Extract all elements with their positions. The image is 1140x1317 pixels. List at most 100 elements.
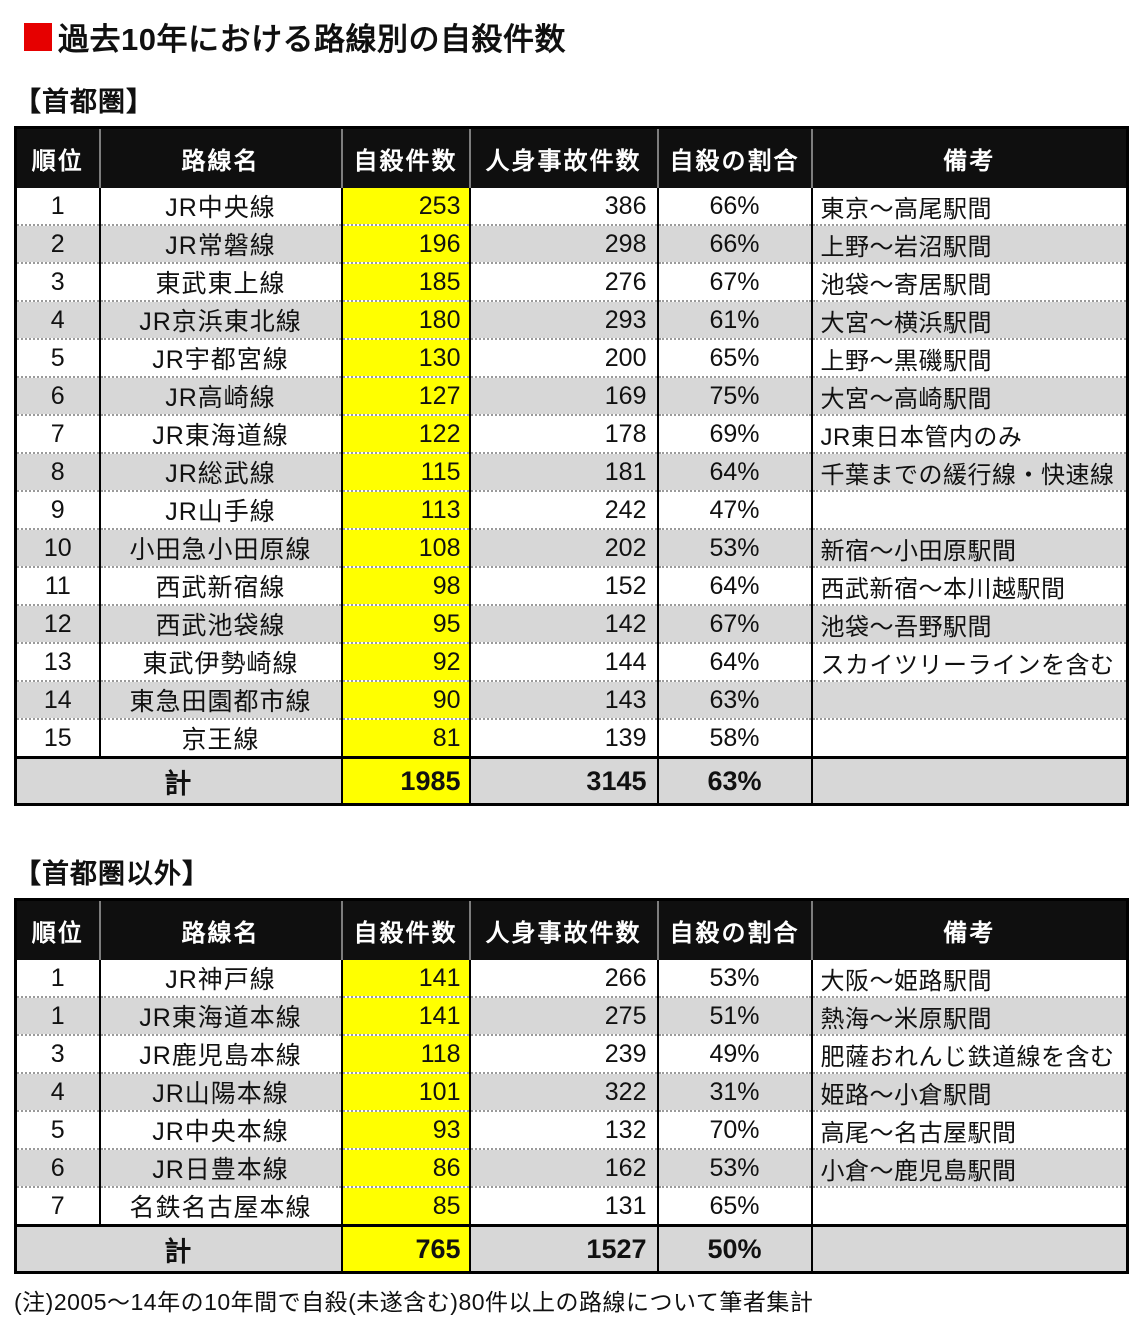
line-cell: JR鹿児島本線 xyxy=(98,1034,342,1073)
remark-cell: 熱海〜米原駅間 xyxy=(810,996,1128,1035)
accidents-total-cell: 1527 xyxy=(468,1224,658,1273)
ratio-cell: 49% xyxy=(656,1034,812,1073)
suicides-total-cell: 1985 xyxy=(340,756,470,805)
table-row: 6 JR高崎線 127 169 75% 大宮〜高崎駅間 xyxy=(15,376,1128,415)
rank-cell: 14 xyxy=(15,680,100,719)
ratio-cell: 65% xyxy=(656,338,812,377)
column-header-rank: 順位 xyxy=(15,899,100,960)
suicides-cell: 95 xyxy=(340,604,470,643)
table-row: 11 西武新宿線 98 152 64% 西武新宿〜本川越駅間 xyxy=(15,566,1128,605)
table-row: 4 JR京浜東北線 180 293 61% 大宮〜横浜駅間 xyxy=(15,300,1128,339)
page: 過去10年における路線別の自殺件数 【首都圏】 順位 路線名 自殺件数 人身事故件数自… xyxy=(0,14,1140,1317)
table-row: 14 東急田園都市線 90 143 63% xyxy=(15,680,1128,719)
remark-cell: 高尾〜名古屋駅間 xyxy=(810,1110,1128,1149)
line-cell: JR東海道本線 xyxy=(98,996,342,1035)
ratio-cell: 67% xyxy=(656,604,812,643)
rank-cell: 11 xyxy=(15,566,100,605)
table-row: 2 JR常磐線 196 298 66% 上野〜岩沼駅間 xyxy=(15,224,1128,263)
suicides-cell: 81 xyxy=(340,718,470,758)
table-row: 5 JR中央本線 93 132 70% 高尾〜名古屋駅間 xyxy=(15,1110,1128,1149)
ratio-cell: 64% xyxy=(656,566,812,605)
suicide-table-non-metropolitan: 順位 路線名 自殺件数 人身事故件数 自殺の割合 備考 1 JR神戸線 141 266 53% 大阪… xyxy=(14,898,1129,1274)
line-cell: 東武伊勢崎線 xyxy=(98,642,342,681)
suicides-total-cell: 765 xyxy=(340,1224,470,1273)
remark-cell: 肥薩おれんじ鉄道線を含む xyxy=(810,1034,1128,1073)
line-cell: JR山陽本線 xyxy=(98,1072,342,1111)
remark-cell: JR東日本管内のみ xyxy=(810,414,1128,453)
accidents-cell: 132 xyxy=(468,1110,658,1149)
table-row: 1 JR神戸線 141 266 53% 大阪〜姫路駅間 xyxy=(16,960,1128,997)
remark-cell: 西武新宿〜本川越駅間 xyxy=(810,566,1128,605)
column-header-ratio: 自殺の割合 xyxy=(656,127,812,188)
ratio-cell: 65% xyxy=(656,1186,812,1226)
remark-cell: スカイツリーラインを含む xyxy=(810,642,1128,681)
accidents-cell: 162 xyxy=(468,1148,658,1187)
accidents-cell: 152 xyxy=(468,566,658,605)
remark-cell: 千葉までの緩行線・快速線 xyxy=(810,452,1128,491)
accidents-cell: 322 xyxy=(468,1072,658,1111)
table-row: 6 JR日豊本線 86 162 53% 小倉〜鹿児島駅間 xyxy=(15,1148,1128,1187)
column-header-remark: 備考 xyxy=(810,899,1128,960)
remark-cell xyxy=(810,1186,1128,1226)
total-row: 計 1985 3145 63% xyxy=(15,756,1128,805)
remark-cell: 大宮〜高崎駅間 xyxy=(810,376,1128,415)
accidents-cell: 386 xyxy=(468,188,658,225)
ratio-cell: 66% xyxy=(656,224,812,263)
accidents-cell: 131 xyxy=(468,1186,658,1226)
ratio-cell: 63% xyxy=(656,680,812,719)
rank-cell: 15 xyxy=(15,718,100,758)
line-cell: JR総武線 xyxy=(98,452,342,491)
suicides-cell: 141 xyxy=(340,996,470,1035)
table-row: 15 京王線 81 139 58% xyxy=(15,718,1128,758)
table-row: 13 東武伊勢崎線 92 144 64% スカイツリーラインを含む xyxy=(15,642,1128,681)
table-row: 3 JR鹿児島本線 118 239 49% 肥薩おれんじ鉄道線を含む xyxy=(15,1034,1128,1073)
rank-cell: 8 xyxy=(15,452,100,491)
line-cell: 西武新宿線 xyxy=(98,566,342,605)
table-row: 8 JR総武線 115 181 64% 千葉までの緩行線・快速線 xyxy=(15,452,1128,491)
ratio-cell: 31% xyxy=(656,1072,812,1111)
accidents-cell: 143 xyxy=(468,680,658,719)
suicides-cell: 253 xyxy=(340,188,470,225)
total-label-cell: 計 xyxy=(15,756,342,805)
suicides-cell: 90 xyxy=(340,680,470,719)
line-cell: 京王線 xyxy=(98,718,342,758)
remark-cell xyxy=(810,490,1128,529)
table-row: 4 JR山陽本線 101 322 31% 姫路〜小倉駅間 xyxy=(15,1072,1128,1111)
column-header-suicides: 自殺件数 xyxy=(340,899,470,960)
table-row: 7 名鉄名古屋本線 85 131 65% xyxy=(15,1186,1128,1226)
suicides-cell: 122 xyxy=(340,414,470,453)
line-cell: JR宇都宮線 xyxy=(98,338,342,377)
suicide-table-metropolitan: 順位 路線名 自殺件数 人身事故件数 自殺の割合 備考 1 JR中央線 253 386 66% 東京… xyxy=(14,126,1129,806)
ratio-cell: 69% xyxy=(656,414,812,453)
suicides-cell: 85 xyxy=(340,1186,470,1226)
accidents-cell: 298 xyxy=(468,224,658,263)
section-heading-metropolitan: 【首都圏】 xyxy=(14,87,154,117)
suicides-cell: 141 xyxy=(340,960,470,997)
ratio-cell: 75% xyxy=(656,376,812,415)
accidents-cell: 239 xyxy=(468,1034,658,1073)
ratio-total-cell: 63% xyxy=(656,756,812,805)
accidents-cell: 202 xyxy=(468,528,658,567)
accidents-cell: 142 xyxy=(468,604,658,643)
remark-total-cell xyxy=(810,1224,1128,1273)
column-header-suicides: 自殺件数 xyxy=(340,127,470,188)
column-header-accidents: 人身事故件数 xyxy=(468,127,658,188)
table-row: 9 JR山手線 113 242 47% xyxy=(15,490,1128,529)
page-title-text: 過去10年における路線別の自殺件数 xyxy=(58,22,566,57)
ratio-cell: 64% xyxy=(656,642,812,681)
suicides-cell: 93 xyxy=(340,1110,470,1149)
line-cell: 小田急小田原線 xyxy=(98,528,342,567)
rank-cell: 4 xyxy=(15,1072,100,1111)
suicides-cell: 101 xyxy=(340,1072,470,1111)
line-cell: 東武東上線 xyxy=(98,262,342,301)
rank-cell: 6 xyxy=(15,1148,100,1187)
rank-cell: 12 xyxy=(15,604,100,643)
column-header-line: 路線名 xyxy=(98,899,342,960)
rank-cell: 3 xyxy=(15,1034,100,1073)
suicides-cell: 127 xyxy=(340,376,470,415)
table-row: 7 JR東海道線 122 178 69% JR東日本管内のみ xyxy=(15,414,1128,453)
ratio-cell: 53% xyxy=(656,1148,812,1187)
column-header-accidents: 人身事故件数 xyxy=(468,899,658,960)
accidents-cell: 139 xyxy=(468,718,658,758)
rank-cell: 5 xyxy=(15,338,100,377)
